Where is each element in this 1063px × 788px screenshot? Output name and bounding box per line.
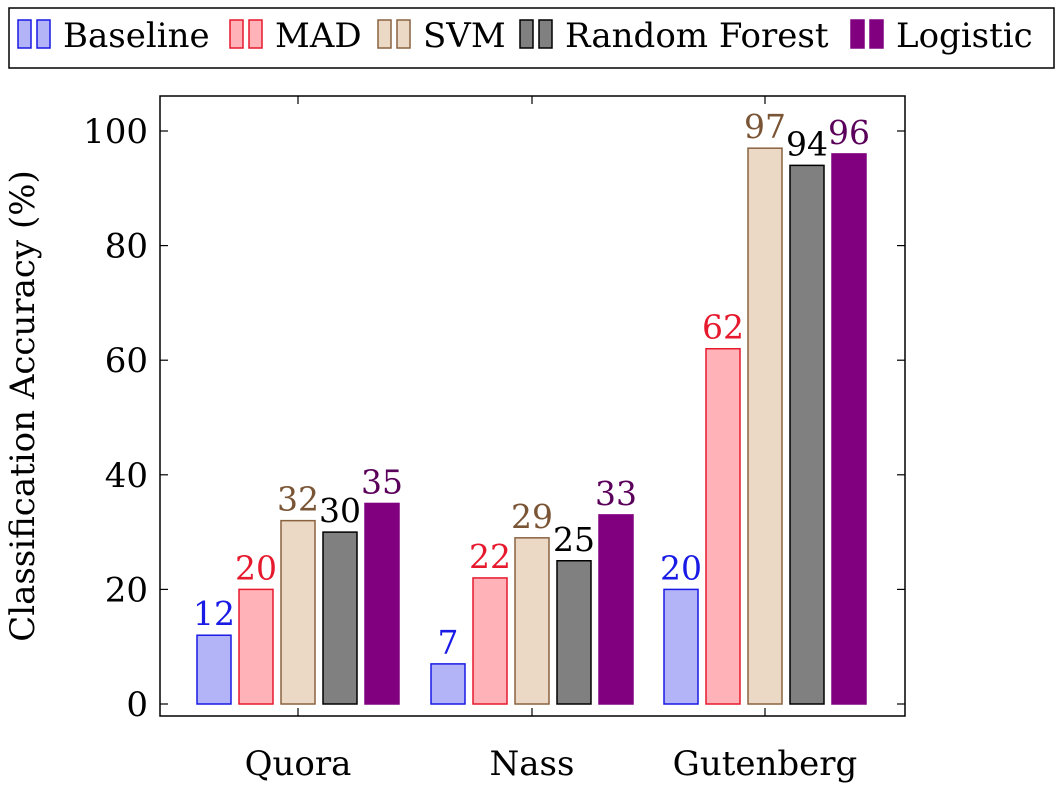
bar-random-forest-quora <box>322 531 358 705</box>
legend-swatch <box>538 19 553 49</box>
legend-label: Random Forest <box>565 16 829 56</box>
legend-label: MAD <box>275 16 362 56</box>
x-tick-label: Nass <box>490 744 575 784</box>
data-label: 62 <box>702 308 744 347</box>
bar-baseline-gutenberg <box>663 588 699 705</box>
legend-swatch <box>229 19 244 49</box>
data-label: 33 <box>595 474 637 513</box>
bar-logistic-gutenberg <box>831 153 867 705</box>
y-tick-label: 100 <box>83 112 148 152</box>
data-label: 25 <box>553 520 595 559</box>
bar-mad-gutenberg <box>705 347 741 705</box>
data-label: 96 <box>828 113 870 152</box>
bars <box>196 147 867 705</box>
legend: Baseline MAD SVM Random Forest Logistic <box>8 7 1055 69</box>
bar-svm-nass <box>514 537 550 705</box>
bar-mad-nass <box>472 577 508 705</box>
legend-swatch <box>377 19 392 49</box>
legend-label: Baseline <box>63 16 210 56</box>
data-label: 22 <box>469 537 511 576</box>
bar-svm-gutenberg <box>747 147 783 705</box>
legend-label: SVM <box>423 16 506 56</box>
bar-logistic-quora <box>364 502 400 705</box>
x-tick-label: Gutenberg <box>673 744 858 784</box>
data-label: 29 <box>511 497 553 536</box>
y-tick-label: 80 <box>105 227 148 267</box>
legend-swatch <box>17 19 32 49</box>
legend-swatch <box>850 19 865 49</box>
legend-swatch <box>519 19 534 49</box>
x-axis: Quora Nass Gutenberg <box>245 96 858 784</box>
legend-swatch <box>396 19 411 49</box>
data-label: 30 <box>319 491 361 530</box>
y-tick-label: 60 <box>105 341 148 381</box>
bar-random-forest-nass <box>556 560 592 705</box>
data-labels: 12 7 20 20 22 62 32 29 97 30 25 94 35 33 96 <box>193 107 870 662</box>
legend-label: Logistic <box>896 16 1033 56</box>
y-tick-label: 40 <box>105 456 148 496</box>
x-tick-label: Quora <box>245 744 352 784</box>
bar-baseline-nass <box>430 663 466 705</box>
data-label: 97 <box>744 107 786 146</box>
y-tick-label: 0 <box>126 685 148 725</box>
data-label: 20 <box>235 548 277 587</box>
bar-random-forest-gutenberg <box>789 164 825 705</box>
y-axis: 0 20 40 60 80 100 <box>83 112 905 725</box>
data-label: 20 <box>660 548 702 587</box>
data-label: 35 <box>361 462 403 501</box>
data-label: 7 <box>438 623 459 662</box>
bar-mad-quora <box>238 588 274 705</box>
legend-swatch <box>36 19 51 49</box>
legend-swatch <box>869 19 884 49</box>
data-label: 32 <box>277 480 319 519</box>
bar-svm-quora <box>280 519 316 705</box>
bar-logistic-nass <box>598 514 634 705</box>
y-axis-label: Classification Accuracy (%) <box>3 170 43 642</box>
bar-baseline-quora <box>196 634 232 705</box>
y-tick-label: 20 <box>105 570 148 610</box>
legend-swatch <box>248 19 263 49</box>
data-label: 12 <box>193 594 235 633</box>
data-label: 94 <box>786 124 828 163</box>
